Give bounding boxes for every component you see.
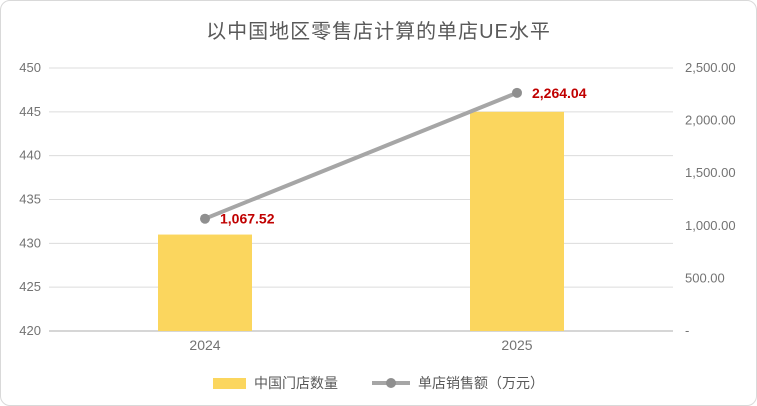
right-axis-tick: 1,500.00 (685, 165, 736, 180)
chart-title: 以中国地区零售店计算的单店UE水平 (206, 21, 551, 43)
right-axis-tick: 500.00 (685, 270, 725, 285)
line-series (203, 90, 519, 221)
left-axis-tick: 425 (19, 279, 41, 294)
legend-item-bar-series: 中国门店数量 (213, 373, 338, 393)
x-axis-label: 2024 (189, 337, 220, 353)
data-label: 2,264.04 (532, 85, 587, 101)
line-marker (200, 213, 210, 224)
left-axis-tick: 445 (19, 104, 41, 119)
right-axis-tick: - (685, 323, 689, 338)
left-axis-tick: 420 (19, 323, 41, 338)
left-axis-tick: 450 (19, 60, 41, 75)
line-series-swatch-icon (372, 378, 410, 388)
bar-series-swatch-icon (213, 377, 246, 389)
right-axis-tick: 1,000.00 (685, 218, 736, 233)
line-swatch-marker-icon (386, 378, 396, 388)
left-axis-tick: 440 (19, 148, 41, 163)
data-label: 1,067.52 (220, 211, 275, 227)
legend-item-line-series: 单店销售额（万元） (372, 373, 544, 393)
legend-label-line-series: 单店销售额（万元） (418, 375, 544, 391)
left-axis-tick: 435 (19, 192, 41, 207)
bar-2025 (470, 111, 564, 331)
right-axis-tick: 2,500.00 (685, 60, 736, 75)
right-axis-tick: 2,000.00 (685, 113, 736, 128)
line-marker (512, 87, 522, 98)
bar-2024 (158, 234, 252, 331)
left-axis-tick: 430 (19, 235, 41, 250)
x-axis-label: 2025 (501, 337, 532, 353)
legend: 中国门店数量 单店销售额（万元） (1, 373, 756, 393)
legend-label-bar-series: 中国门店数量 (254, 375, 338, 391)
